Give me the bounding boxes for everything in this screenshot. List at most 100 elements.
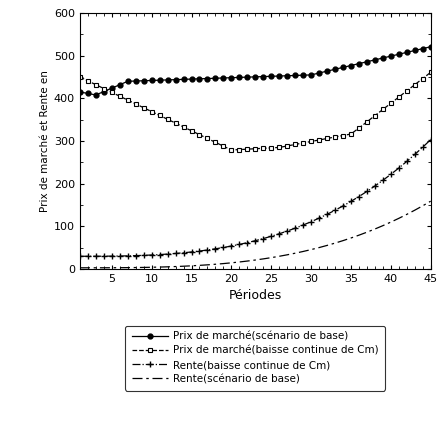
Rente(scénario de base) <box>261 256 266 262</box>
Prix de marché(scénario de base) <box>293 73 298 78</box>
Prix de marché(baisse continue de Cm) <box>325 136 330 141</box>
Rente(baisse continue de Cm) <box>428 137 433 142</box>
Rente(baisse continue de Cm) <box>237 242 242 247</box>
Prix de marché(scénario de base) <box>189 76 194 82</box>
Prix de marché(baisse continue de Cm) <box>364 119 369 125</box>
Rente(baisse continue de Cm) <box>412 152 417 157</box>
Rente(scénario de base) <box>356 233 361 238</box>
Rente(scénario de base) <box>428 199 433 204</box>
Prix de marché(baisse continue de Cm) <box>173 121 178 126</box>
Rente(baisse continue de Cm) <box>380 178 385 183</box>
Prix de marché(baisse continue de Cm) <box>165 117 170 122</box>
Prix de marché(baisse continue de Cm) <box>285 143 290 148</box>
Prix de marché(baisse continue de Cm) <box>388 101 393 106</box>
Rente(baisse continue de Cm) <box>125 253 131 258</box>
Prix de marché(baisse continue de Cm) <box>245 147 250 152</box>
Y-axis label: Prix de marché et Rente en: Prix de marché et Rente en <box>40 70 50 212</box>
Prix de marché(baisse continue de Cm) <box>213 140 218 145</box>
Prix de marché(baisse continue de Cm) <box>141 105 147 110</box>
Rente(baisse continue de Cm) <box>197 248 202 253</box>
Prix de marché(baisse continue de Cm) <box>348 132 353 137</box>
Rente(baisse continue de Cm) <box>117 253 123 259</box>
Rente(baisse continue de Cm) <box>165 251 170 256</box>
Rente(baisse continue de Cm) <box>221 245 226 250</box>
Rente(baisse continue de Cm) <box>317 216 322 221</box>
Rente(baisse continue de Cm) <box>301 223 306 228</box>
Rente(baisse continue de Cm) <box>269 233 274 239</box>
Prix de marché(baisse continue de Cm) <box>117 94 123 99</box>
Rente(scénario de base) <box>229 260 234 266</box>
Prix de marché(scénario de base) <box>301 72 306 78</box>
Prix de marché(scénario de base) <box>109 85 115 91</box>
Prix de marché(scénario de base) <box>173 77 178 82</box>
Prix de marché(baisse continue de Cm) <box>420 76 425 81</box>
Prix de marché(scénario de base) <box>269 74 274 79</box>
Rente(baisse continue de Cm) <box>157 252 163 257</box>
Prix de marché(baisse continue de Cm) <box>261 146 266 151</box>
Prix de marché(scénario de base) <box>157 78 163 83</box>
Prix de marché(baisse continue de Cm) <box>309 139 314 144</box>
Rente(scénario de base) <box>253 257 258 263</box>
Rente(baisse continue de Cm) <box>245 240 250 245</box>
Rente(scénario de base) <box>85 265 91 270</box>
Rente(baisse continue de Cm) <box>340 204 345 209</box>
Rente(baisse continue de Cm) <box>277 231 282 237</box>
Rente(scénario de base) <box>181 263 186 269</box>
Rente(baisse continue de Cm) <box>173 251 178 256</box>
Rente(baisse continue de Cm) <box>253 238 258 243</box>
Rente(scénario de base) <box>133 265 139 270</box>
Prix de marché(baisse continue de Cm) <box>205 136 210 141</box>
Rente(baisse continue de Cm) <box>396 165 401 171</box>
Prix de marché(scénario de base) <box>229 75 234 80</box>
Rente(baisse continue de Cm) <box>420 145 425 150</box>
Prix de marché(baisse continue de Cm) <box>221 144 226 149</box>
Rente(scénario de base) <box>333 240 338 246</box>
Legend: Prix de marché(scénario de base), Prix de marché(baisse continue de Cm), Rente(b: Prix de marché(scénario de base), Prix d… <box>125 326 385 391</box>
Prix de marché(scénario de base) <box>420 46 425 51</box>
Prix de marché(baisse continue de Cm) <box>197 132 202 137</box>
Line: Rente(baisse continue de Cm): Rente(baisse continue de Cm) <box>77 137 433 259</box>
Prix de marché(baisse continue de Cm) <box>277 145 282 150</box>
Rente(baisse continue de Cm) <box>141 253 147 258</box>
Rente(scénario de base) <box>269 255 274 260</box>
Prix de marché(baisse continue de Cm) <box>189 128 194 133</box>
Rente(scénario de base) <box>348 235 353 240</box>
Rente(baisse continue de Cm) <box>133 253 139 258</box>
Prix de marché(baisse continue de Cm) <box>77 74 83 79</box>
Rente(scénario de base) <box>157 264 163 270</box>
Rente(scénario de base) <box>93 265 99 270</box>
Prix de marché(scénario de base) <box>101 89 107 94</box>
Rente(scénario de base) <box>125 265 131 270</box>
Prix de marché(scénario de base) <box>309 72 314 78</box>
Rente(baisse continue de Cm) <box>205 247 210 253</box>
Prix de marché(scénario de base) <box>333 67 338 72</box>
Prix de marché(scénario de base) <box>428 44 433 49</box>
X-axis label: Périodes: Périodes <box>229 289 282 302</box>
Rente(scénario de base) <box>309 247 314 252</box>
Prix de marché(baisse continue de Cm) <box>109 90 115 95</box>
Prix de marché(scénario de base) <box>181 77 186 82</box>
Rente(baisse continue de Cm) <box>181 250 186 255</box>
Rente(scénario de base) <box>388 220 393 225</box>
Rente(baisse continue de Cm) <box>372 184 377 189</box>
Prix de marché(scénario de base) <box>412 48 417 53</box>
Rente(scénario de base) <box>165 264 170 270</box>
Rente(scénario de base) <box>285 252 290 257</box>
Rente(baisse continue de Cm) <box>229 243 234 249</box>
Prix de marché(scénario de base) <box>356 61 361 66</box>
Prix de marché(scénario de base) <box>149 78 155 83</box>
Rente(baisse continue de Cm) <box>364 189 369 194</box>
Prix de marché(baisse continue de Cm) <box>380 107 385 112</box>
Prix de marché(scénario de base) <box>317 70 322 76</box>
Rente(baisse continue de Cm) <box>101 253 107 259</box>
Rente(baisse continue de Cm) <box>293 226 298 231</box>
Rente(scénario de base) <box>197 263 202 268</box>
Prix de marché(baisse continue de Cm) <box>149 109 155 114</box>
Prix de marché(baisse continue de Cm) <box>396 95 401 100</box>
Prix de marché(scénario de base) <box>277 73 282 79</box>
Prix de marché(baisse continue de Cm) <box>181 125 186 130</box>
Rente(scénario de base) <box>205 262 210 267</box>
Rente(baisse continue de Cm) <box>213 246 218 251</box>
Prix de marché(baisse continue de Cm) <box>333 135 338 140</box>
Prix de marché(scénario de base) <box>372 57 377 62</box>
